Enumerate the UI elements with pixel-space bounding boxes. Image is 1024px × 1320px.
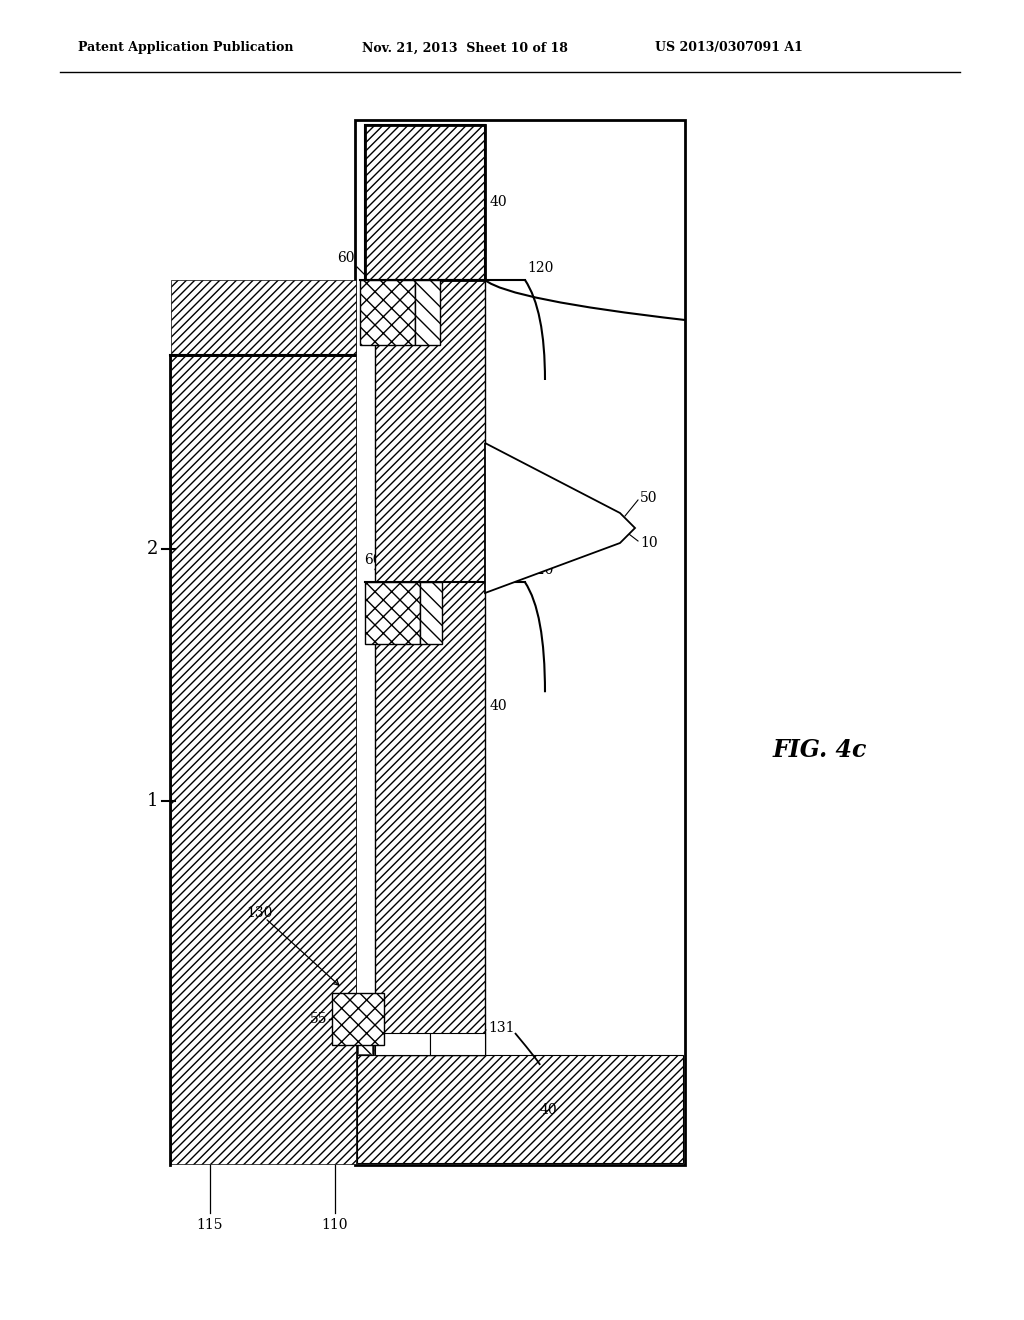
Text: 120: 120 — [527, 564, 553, 577]
Bar — [357, 1003, 374, 1055]
Text: 10: 10 — [640, 536, 657, 550]
Text: 115: 115 — [197, 1218, 223, 1232]
Text: 110: 110 — [322, 1218, 348, 1232]
Bar — [357, 1034, 373, 1055]
Text: US 2013/0307091 A1: US 2013/0307091 A1 — [655, 41, 803, 54]
Bar — [360, 280, 415, 345]
Bar — [171, 356, 356, 1164]
Bar — [375, 1034, 430, 1055]
Text: FIG. 4c: FIG. 4c — [773, 738, 867, 762]
Bar — [365, 125, 485, 280]
Text: 40: 40 — [445, 606, 463, 620]
Text: 40: 40 — [490, 195, 508, 210]
Bar — [415, 280, 440, 345]
Text: Nov. 21, 2013  Sheet 10 of 18: Nov. 21, 2013 Sheet 10 of 18 — [362, 41, 568, 54]
Text: 25: 25 — [435, 1011, 453, 1026]
Bar — [355, 120, 685, 1166]
Text: 40: 40 — [490, 700, 508, 713]
Text: 2: 2 — [146, 540, 158, 558]
Bar — [357, 1055, 683, 1163]
Text: 1: 1 — [146, 792, 158, 809]
Text: Patent Application Publication: Patent Application Publication — [78, 41, 294, 54]
Bar — [365, 582, 420, 644]
Text: 131: 131 — [488, 1020, 514, 1035]
Bar — [365, 125, 485, 280]
Bar — [358, 1034, 372, 1053]
Text: 60: 60 — [338, 251, 355, 265]
Bar — [430, 1034, 485, 1055]
Bar — [332, 993, 384, 1045]
Text: 40: 40 — [540, 1104, 558, 1117]
Text: 55: 55 — [309, 1012, 327, 1026]
Text: 55: 55 — [418, 257, 436, 272]
Text: 60: 60 — [365, 553, 382, 568]
Text: 55: 55 — [427, 560, 444, 574]
Bar — [171, 280, 356, 354]
Text: 130: 130 — [246, 906, 272, 920]
Text: 120: 120 — [527, 261, 553, 275]
Text: 50: 50 — [640, 491, 657, 506]
Polygon shape — [485, 444, 635, 593]
Bar — [375, 280, 485, 1055]
Bar — [420, 582, 442, 644]
Text: 30: 30 — [378, 997, 395, 1010]
